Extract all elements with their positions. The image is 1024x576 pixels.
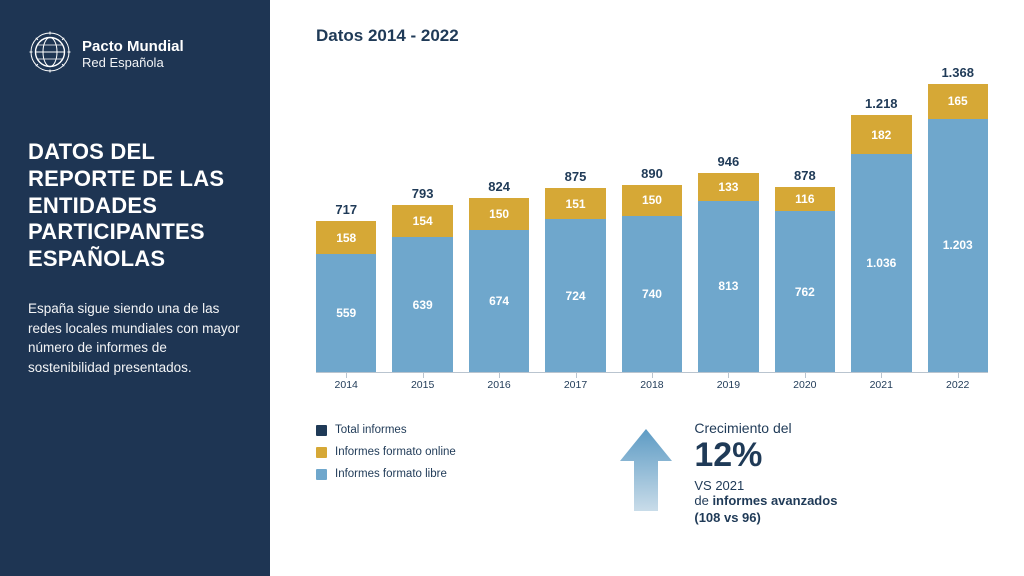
bar-total-label: 1.368 (941, 65, 974, 80)
bar-segment-libre: 559 (316, 254, 376, 372)
bar-total-label: 946 (718, 154, 740, 169)
legend-libre: Informes formato libre (316, 468, 456, 480)
x-tick: 2014 (316, 373, 376, 396)
growth-de: de (694, 493, 712, 508)
bar-stack: 674150 (469, 198, 529, 372)
bar-column: 1.218 1.036182 (851, 96, 911, 372)
bar-segment-libre: 674 (469, 230, 529, 372)
bar-segment-online: 116 (775, 187, 835, 211)
x-tick: 2019 (698, 373, 758, 396)
legend-swatch (316, 425, 327, 436)
x-tick: 2020 (775, 373, 835, 396)
growth-line4: (108 vs 96) (694, 510, 837, 525)
bar-stack: 724151 (545, 188, 605, 372)
bar-segment-libre: 1.036 (851, 154, 911, 372)
bar-total-label: 824 (488, 179, 510, 194)
bar-stack: 639154 (392, 205, 452, 372)
legend-label: Informes formato libre (335, 468, 447, 480)
below-chart-row: Total informes Informes formato online Inf… (316, 420, 988, 525)
arrow-up-icon (616, 425, 676, 520)
bar-segment-libre: 1.203 (928, 119, 988, 372)
bar-stack: 762116 (775, 187, 835, 372)
growth-line1: Crecimiento del (694, 420, 837, 436)
bar-stack: 1.203165 (928, 84, 988, 372)
legend-label: Informes formato online (335, 446, 456, 458)
bar-segment-online: 165 (928, 84, 988, 119)
legend-label: Total informes (335, 424, 407, 436)
x-tick: 2015 (392, 373, 452, 396)
growth-text: Crecimiento del 12% VS 2021 de informes … (694, 420, 837, 525)
bar-column: 1.368 1.203165 (928, 65, 988, 372)
legend-swatch (316, 469, 327, 480)
x-tick: 2017 (545, 373, 605, 396)
legend-swatch (316, 447, 327, 458)
bar-column: 890 740150 (622, 166, 682, 372)
globe-icon (28, 30, 72, 79)
bar-total-label: 890 (641, 166, 663, 181)
logo-line2: Red Española (82, 56, 184, 71)
legend-online: Informes formato online (316, 446, 456, 458)
bar-segment-libre: 724 (545, 219, 605, 372)
bar-total-label: 793 (412, 186, 434, 201)
chart-title: Datos 2014 - 2022 (316, 26, 988, 46)
bar-column: 875 724151 (545, 169, 605, 372)
bar-column: 878 762116 (775, 168, 835, 372)
stacked-bar-chart: 7175591587936391548246741508757241518907… (316, 56, 988, 396)
growth-bold: informes avanzados (712, 493, 837, 508)
x-tick: 2022 (928, 373, 988, 396)
bar-stack: 740150 (622, 185, 682, 372)
chart-plot-area: 7175591587936391548246741508757241518907… (316, 56, 988, 372)
bar-segment-libre: 813 (698, 201, 758, 372)
x-tick: 2021 (851, 373, 911, 396)
bar-segment-online: 150 (469, 198, 529, 230)
page: Pacto Mundial Red Española DATOS DEL REP… (0, 0, 1024, 576)
growth-line3: VS 2021 de informes avanzados (694, 478, 837, 508)
logo-line1: Pacto Mundial (82, 38, 184, 55)
headline: DATOS DEL REPORTE DE LAS ENTIDADES PARTI… (28, 139, 246, 273)
bar-segment-libre: 762 (775, 211, 835, 372)
bar-segment-online: 151 (545, 188, 605, 220)
bar-segment-online: 154 (392, 205, 452, 237)
main: Datos 2014 - 2022 717 559158 793 639154 824 6… (270, 0, 1024, 576)
bar-stack: 813133 (698, 173, 758, 372)
growth-percent: 12% (694, 438, 837, 474)
x-tick: 2018 (622, 373, 682, 396)
bar-segment-libre: 639 (392, 237, 452, 372)
bar-segment-libre: 740 (622, 216, 682, 372)
bar-column: 824 674150 (469, 179, 529, 372)
bar-total-label: 878 (794, 168, 816, 183)
x-axis: 2014 2015 2016 2017 2018 2019 2020 2021 2022 (316, 372, 988, 396)
bar-stack: 559158 (316, 221, 376, 372)
growth-vs: VS 2021 (694, 478, 744, 493)
bar-column: 717 559158 (316, 202, 376, 372)
sidebar: Pacto Mundial Red Española DATOS DEL REP… (0, 0, 270, 576)
bar-segment-online: 158 (316, 221, 376, 254)
logo: Pacto Mundial Red Española (28, 30, 246, 79)
x-tick: 2016 (469, 373, 529, 396)
bar-segment-online: 150 (622, 185, 682, 217)
legend-total: Total informes (316, 424, 456, 436)
bar-total-label: 875 (565, 169, 587, 184)
bar-column: 946 813133 (698, 154, 758, 372)
legend: Total informes Informes formato online Inf… (316, 420, 456, 480)
logo-text: Pacto Mundial Red Española (82, 38, 184, 70)
bar-segment-online: 182 (851, 115, 911, 153)
bar-column: 793 639154 (392, 186, 452, 372)
bar-stack: 1.036182 (851, 115, 911, 372)
growth-callout: Crecimiento del 12% VS 2021 de informes … (476, 420, 988, 525)
bar-total-label: 1.218 (865, 96, 898, 111)
bar-segment-online: 133 (698, 173, 758, 201)
bar-total-label: 717 (335, 202, 357, 217)
subtext: España sigue siendo una de las redes loc… (28, 299, 246, 377)
